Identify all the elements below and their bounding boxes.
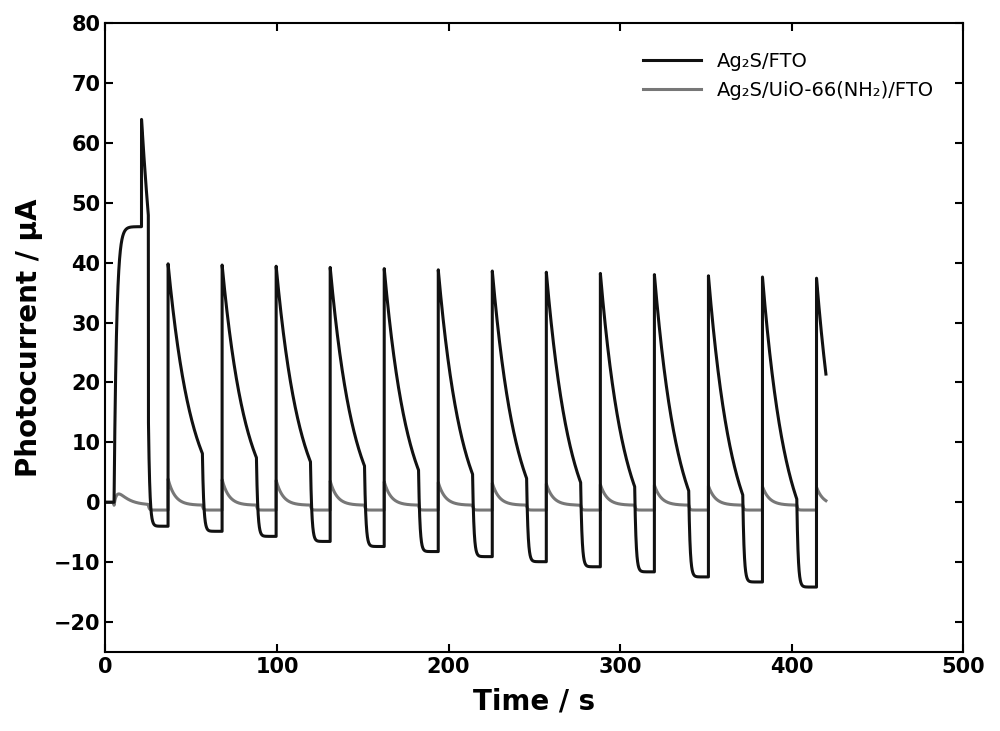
Ag₂S/UiO-66(NH₂)/FTO (747, 506, 759, 515)
Ag₂S/UiO-66(NH₂)/FTO (162, 474, 174, 483)
Ag₂S/FTO (363, 539, 375, 548)
Ag₂S/UiO-66(NH₂)/FTO (102, 498, 114, 507)
Line: Ag₂S/UiO-66(NH₂)/FTO: Ag₂S/UiO-66(NH₂)/FTO (105, 479, 826, 510)
Ag₂S/UiO-66(NH₂)/FTO (240, 500, 252, 509)
Ag₂S/UiO-66(NH₂)/FTO (820, 496, 832, 505)
Ag₂S/UiO-66(NH₂)/FTO (639, 506, 651, 515)
Ag₂S/FTO (102, 498, 114, 507)
Ag₂S/FTO (136, 115, 148, 124)
Ag₂S/FTO (99, 498, 111, 507)
Legend: Ag₂S/FTO, Ag₂S/UiO-66(NH₂)/FTO: Ag₂S/FTO, Ag₂S/UiO-66(NH₂)/FTO (624, 33, 953, 119)
Ag₂S/FTO (240, 420, 252, 429)
Ag₂S/FTO (810, 583, 822, 591)
Ag₂S/FTO (820, 370, 832, 379)
Line: Ag₂S/FTO: Ag₂S/FTO (105, 119, 826, 587)
Ag₂S/UiO-66(NH₂)/FTO (810, 506, 822, 515)
Y-axis label: Photocurrent / μA: Photocurrent / μA (15, 198, 43, 477)
Ag₂S/UiO-66(NH₂)/FTO (289, 499, 301, 508)
Ag₂S/FTO (639, 567, 651, 576)
Ag₂S/FTO (289, 400, 301, 409)
X-axis label: Time / s: Time / s (473, 688, 595, 716)
Ag₂S/UiO-66(NH₂)/FTO (99, 498, 111, 507)
Ag₂S/FTO (747, 577, 759, 586)
Ag₂S/UiO-66(NH₂)/FTO (363, 506, 375, 515)
